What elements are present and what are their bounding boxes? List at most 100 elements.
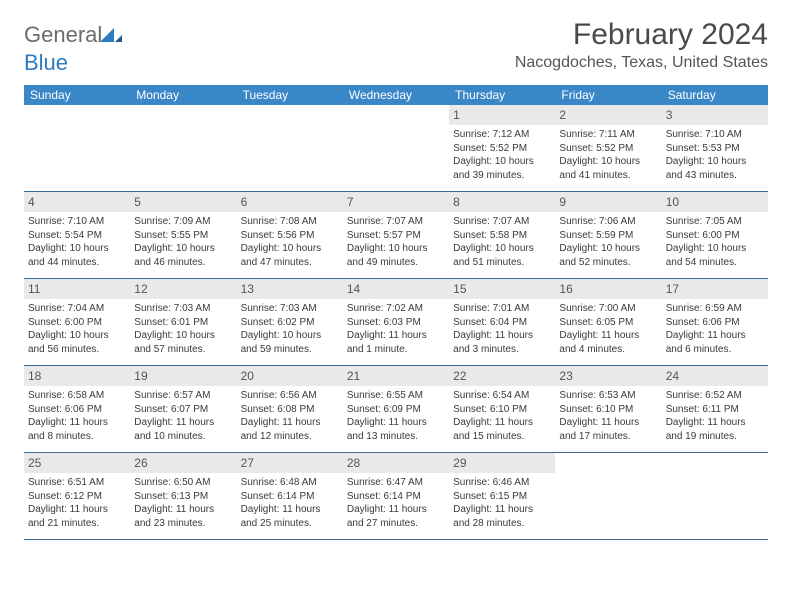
day-number: 2 (555, 105, 661, 125)
day-details: Sunrise: 7:10 AMSunset: 5:54 PMDaylight:… (28, 215, 126, 269)
day-number: 23 (555, 366, 661, 386)
day-number: 29 (449, 453, 555, 473)
location-subtitle: Nacogdoches, Texas, United States (515, 54, 768, 72)
day-cell: 14Sunrise: 7:02 AMSunset: 6:03 PMDayligh… (343, 279, 449, 365)
logo-sail-icon (100, 28, 122, 42)
day-number: 22 (449, 366, 555, 386)
day-cell: 16 Sunrise: 7:00 AMSunset: 6:05 PMDayligh… (555, 279, 661, 365)
day-number: 10 (662, 192, 768, 212)
day-details: Sunrise: 7:06 AMSunset: 5:59 PMDaylight:… (559, 215, 657, 269)
day-number: 9 (555, 192, 661, 212)
day-details: Sunrise: 7:01 AMSunset: 6:04 PMDaylight:… (453, 302, 551, 356)
day-details: Sunrise: 6:48 AMSunset: 6:14 PMDaylight:… (241, 476, 339, 530)
day-number: 26 (130, 453, 236, 473)
page-title: February 2024 (515, 18, 768, 52)
day-details: Sunrise: 7:11 AMSunset: 5:52 PMDaylight:… (559, 128, 657, 182)
day-cell (130, 105, 236, 191)
day-number: 5 (130, 192, 236, 212)
day-number: 28 (343, 453, 449, 473)
day-number: 15 (449, 279, 555, 299)
day-number: 8 (449, 192, 555, 212)
day-number: 11 (24, 279, 130, 299)
day-cell: 6Sunrise: 7:08 AMSunset: 5:56 PMDaylight… (237, 192, 343, 278)
day-details: Sunrise: 7:07 AMSunset: 5:58 PMDaylight:… (453, 215, 551, 269)
day-cell: 2 Sunrise: 7:11 AMSunset: 5:52 PMDaylight… (555, 105, 661, 191)
dow-cell: Friday (555, 85, 661, 105)
day-cell: 4 Sunrise: 7:10 AMSunset: 5:54 PMDaylight… (24, 192, 130, 278)
day-details: Sunrise: 7:04 AMSunset: 6:00 PMDaylight:… (28, 302, 126, 356)
calendar-grid: SundayMondayTuesdayWednesdayThursdayFrid… (24, 85, 768, 540)
dow-cell: Saturday (662, 85, 768, 105)
day-details: Sunrise: 6:58 AMSunset: 6:06 PMDaylight:… (28, 389, 126, 443)
logo: General Blue (24, 18, 122, 75)
logo-text-blue: Blue (24, 50, 68, 75)
day-number: 4 (24, 192, 130, 212)
day-cell (343, 105, 449, 191)
day-details: Sunrise: 7:02 AMSunset: 6:03 PMDaylight:… (347, 302, 445, 356)
day-number: 21 (343, 366, 449, 386)
day-number: 13 (237, 279, 343, 299)
dow-cell: Sunday (24, 85, 130, 105)
day-cell: 17 Sunrise: 6:59 AMSunset: 6:06 PMDayligh… (662, 279, 768, 365)
day-details: Sunrise: 6:51 AMSunset: 6:12 PMDaylight:… (28, 476, 126, 530)
day-cell (662, 453, 768, 539)
dow-cell: Tuesday (237, 85, 343, 105)
day-cell: 25 Sunrise: 6:51 AMSunset: 6:12 PMDayligh… (24, 453, 130, 539)
week-row: 18 Sunrise: 6:58 AMSunset: 6:06 PMDayligh… (24, 366, 768, 453)
day-cell: 29 Sunrise: 6:46 AMSunset: 6:15 PMDayligh… (449, 453, 555, 539)
day-details: Sunrise: 6:56 AMSunset: 6:08 PMDaylight:… (241, 389, 339, 443)
day-details: Sunrise: 6:52 AMSunset: 6:11 PMDaylight:… (666, 389, 764, 443)
day-number: 25 (24, 453, 130, 473)
day-cell: 15 Sunrise: 7:01 AMSunset: 6:04 PMDayligh… (449, 279, 555, 365)
week-row: 25 Sunrise: 6:51 AMSunset: 6:12 PMDayligh… (24, 453, 768, 540)
day-number: 3 (662, 105, 768, 125)
day-number: 19 (130, 366, 236, 386)
day-cell (237, 105, 343, 191)
day-number: 27 (237, 453, 343, 473)
day-cell: 21Sunrise: 6:55 AMSunset: 6:09 PMDayligh… (343, 366, 449, 452)
day-cell: 28 Sunrise: 6:47 AMSunset: 6:14 PMDayligh… (343, 453, 449, 539)
dow-cell: Wednesday (343, 85, 449, 105)
day-cell: 5 Sunrise: 7:09 AMSunset: 5:55 PMDaylight… (130, 192, 236, 278)
day-cell: 22Sunrise: 6:54 AMSunset: 6:10 PMDayligh… (449, 366, 555, 452)
day-details: Sunrise: 7:03 AMSunset: 6:01 PMDaylight:… (134, 302, 232, 356)
day-of-week-header: SundayMondayTuesdayWednesdayThursdayFrid… (24, 85, 768, 105)
day-cell: 1Sunrise: 7:12 AMSunset: 5:52 PMDaylight… (449, 105, 555, 191)
logo-text-general: General (24, 22, 102, 47)
day-cell: 27 Sunrise: 6:48 AMSunset: 6:14 PMDayligh… (237, 453, 343, 539)
day-cell: 9 Sunrise: 7:06 AMSunset: 5:59 PMDaylight… (555, 192, 661, 278)
day-cell: 7Sunrise: 7:07 AMSunset: 5:57 PMDaylight… (343, 192, 449, 278)
day-number: 6 (237, 192, 343, 212)
day-number: 16 (555, 279, 661, 299)
day-number: 18 (24, 366, 130, 386)
title-block: February 2024 Nacogdoches, Texas, United… (515, 18, 768, 72)
day-details: Sunrise: 7:09 AMSunset: 5:55 PMDaylight:… (134, 215, 232, 269)
week-row: 4 Sunrise: 7:10 AMSunset: 5:54 PMDaylight… (24, 192, 768, 279)
day-number: 17 (662, 279, 768, 299)
day-cell (24, 105, 130, 191)
day-details: Sunrise: 6:53 AMSunset: 6:10 PMDaylight:… (559, 389, 657, 443)
day-cell: 13 Sunrise: 7:03 AMSunset: 6:02 PMDayligh… (237, 279, 343, 365)
day-cell: 11 Sunrise: 7:04 AMSunset: 6:00 PMDayligh… (24, 279, 130, 365)
day-cell: 12 Sunrise: 7:03 AMSunset: 6:01 PMDayligh… (130, 279, 236, 365)
day-cell: 20Sunrise: 6:56 AMSunset: 6:08 PMDayligh… (237, 366, 343, 452)
day-cell: 8 Sunrise: 7:07 AMSunset: 5:58 PMDaylight… (449, 192, 555, 278)
day-details: Sunrise: 6:59 AMSunset: 6:06 PMDaylight:… (666, 302, 764, 356)
day-cell: 10 Sunrise: 7:05 AMSunset: 6:00 PMDayligh… (662, 192, 768, 278)
day-cell (555, 453, 661, 539)
day-details: Sunrise: 7:12 AMSunset: 5:52 PMDaylight:… (453, 128, 551, 182)
header: General Blue February 2024 Nacogdoches, … (24, 18, 768, 75)
day-details: Sunrise: 7:00 AMSunset: 6:05 PMDaylight:… (559, 302, 657, 356)
day-number: 12 (130, 279, 236, 299)
day-number: 7 (343, 192, 449, 212)
week-row: 11 Sunrise: 7:04 AMSunset: 6:00 PMDayligh… (24, 279, 768, 366)
day-details: Sunrise: 6:46 AMSunset: 6:15 PMDaylight:… (453, 476, 551, 530)
day-cell: 24Sunrise: 6:52 AMSunset: 6:11 PMDayligh… (662, 366, 768, 452)
day-details: Sunrise: 7:03 AMSunset: 6:02 PMDaylight:… (241, 302, 339, 356)
day-details: Sunrise: 6:57 AMSunset: 6:07 PMDaylight:… (134, 389, 232, 443)
day-cell: 3Sunrise: 7:10 AMSunset: 5:53 PMDaylight… (662, 105, 768, 191)
day-details: Sunrise: 6:47 AMSunset: 6:14 PMDaylight:… (347, 476, 445, 530)
day-details: Sunrise: 6:50 AMSunset: 6:13 PMDaylight:… (134, 476, 232, 530)
day-cell: 18 Sunrise: 6:58 AMSunset: 6:06 PMDayligh… (24, 366, 130, 452)
day-details: Sunrise: 7:05 AMSunset: 6:00 PMDaylight:… (666, 215, 764, 269)
